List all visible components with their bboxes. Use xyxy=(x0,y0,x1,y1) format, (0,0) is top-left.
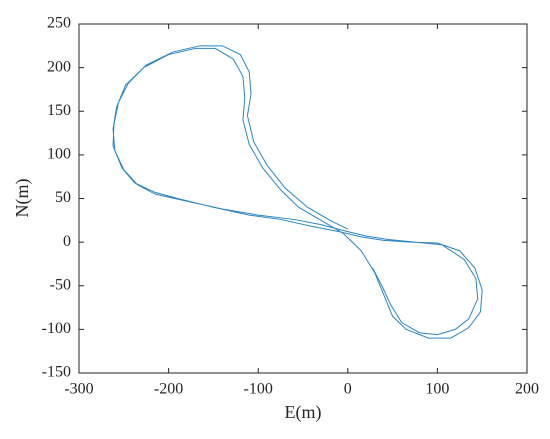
trajectory-line xyxy=(112,45,483,339)
y-tick-label: -150 xyxy=(42,364,71,381)
y-axis-label: N(m) xyxy=(12,179,33,218)
y-tick-label: 50 xyxy=(55,189,71,206)
y-tick-label: 250 xyxy=(47,15,71,32)
x-axis-label: E(m) xyxy=(285,402,322,423)
x-tick-label: 0 xyxy=(344,381,352,398)
y-tick-label: -50 xyxy=(50,276,71,293)
y-tick-label: 200 xyxy=(47,58,71,75)
x-tick-label: -100 xyxy=(244,381,273,398)
x-tick-label: 100 xyxy=(425,381,449,398)
x-tick-label: -300 xyxy=(64,381,93,398)
y-tick-label: 0 xyxy=(63,233,71,250)
x-tick-label: 200 xyxy=(515,381,539,398)
y-tick-label: 150 xyxy=(47,102,71,119)
x-tick-label: -200 xyxy=(154,381,183,398)
plot-frame xyxy=(78,23,528,374)
y-tick-label: -100 xyxy=(42,320,71,337)
y-tick-label: 100 xyxy=(47,146,71,163)
